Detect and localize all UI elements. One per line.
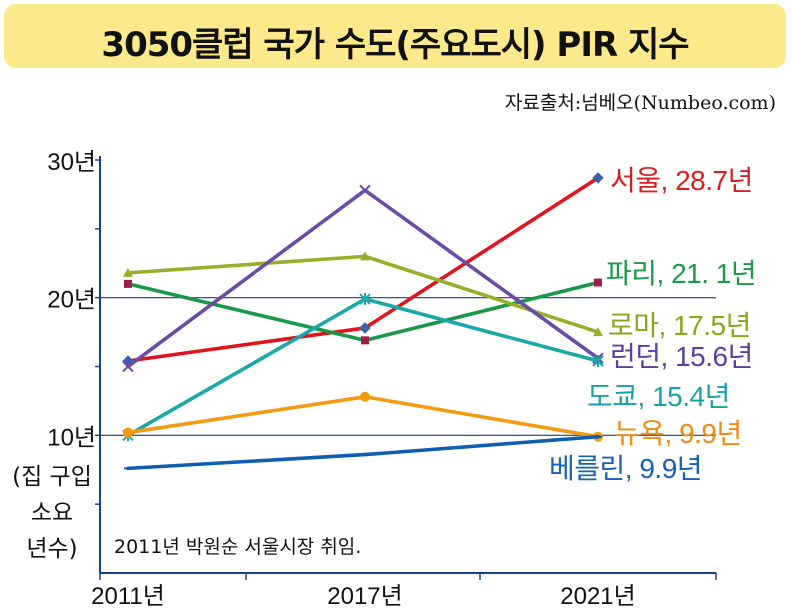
data-point-서울 <box>359 322 371 334</box>
title-banner: 3050클럽 국가 수도(주요도시) PIR 지수 <box>4 4 786 68</box>
marker-triangle <box>123 267 133 277</box>
series-line-로마 <box>126 254 600 334</box>
source-credit: 자료출처:넘베오(Numbeo.com) <box>504 92 776 114</box>
y-axis-label: 소요 <box>31 500 73 526</box>
data-point-로마 <box>123 267 133 277</box>
data-point-도쿄 <box>359 293 371 306</box>
y-axis-label: 년수) <box>26 536 77 562</box>
marker-diamond <box>359 322 371 334</box>
x-tick-label: 2021년 <box>560 583 635 610</box>
data-point-도쿄 <box>592 354 604 367</box>
y-tick-label: 20년 <box>47 287 96 314</box>
data-point-파리 <box>361 336 369 345</box>
series-line-뉴욕 <box>126 394 600 439</box>
marker-triangle <box>360 251 370 261</box>
series-label-로마: 로마, 17.5년 <box>608 310 751 341</box>
x-tick-label: 2011년 <box>91 583 165 610</box>
marker-x <box>122 360 134 373</box>
y-axis-label: (집 구입 <box>12 464 92 490</box>
data-point-로마 <box>593 327 603 337</box>
series-line-도쿄 <box>126 297 600 438</box>
marker-circle <box>360 391 370 402</box>
marker-square <box>124 279 132 288</box>
series-label-파리: 파리, 21. 1년 <box>606 258 756 289</box>
data-point-뉴욕 <box>123 427 133 438</box>
chart-title: 3050클럽 국가 수도(주요도시) PIR 지수 <box>101 25 689 65</box>
marker-square <box>361 336 369 345</box>
data-point-런던 <box>122 360 134 373</box>
data-point-뉴욕 <box>360 391 370 402</box>
data-point-서울 <box>592 172 604 184</box>
chart-note: 2011년 박원순 서울시장 취임. <box>114 536 361 558</box>
marker-diamond <box>592 172 604 184</box>
series-label-도쿄: 도쿄, 15.4년 <box>587 381 730 412</box>
data-point-파리 <box>594 278 602 287</box>
marker-x <box>359 184 371 196</box>
y-tick-label: 30년 <box>47 149 96 176</box>
x-tick-label: 2017년 <box>327 583 402 610</box>
data-point-런던 <box>359 184 371 196</box>
series-label-베를린: 베를린, 9.9년 <box>549 453 702 484</box>
marker-square <box>594 278 602 287</box>
data-point-로마 <box>360 251 370 261</box>
series-line-베를린 <box>126 434 600 471</box>
series-label-뉴욕: 뉴욕, 9.9년 <box>614 418 742 449</box>
series-line-파리 <box>126 280 600 343</box>
marker-triangle <box>593 327 603 337</box>
data-point-파리 <box>124 279 132 288</box>
y-tick-label: 10년 <box>47 424 96 451</box>
series-label-서울: 서울, 28.7년 <box>610 165 753 196</box>
marker-circle <box>123 427 133 438</box>
series-label-런던: 런던, 15.6년 <box>610 341 753 372</box>
